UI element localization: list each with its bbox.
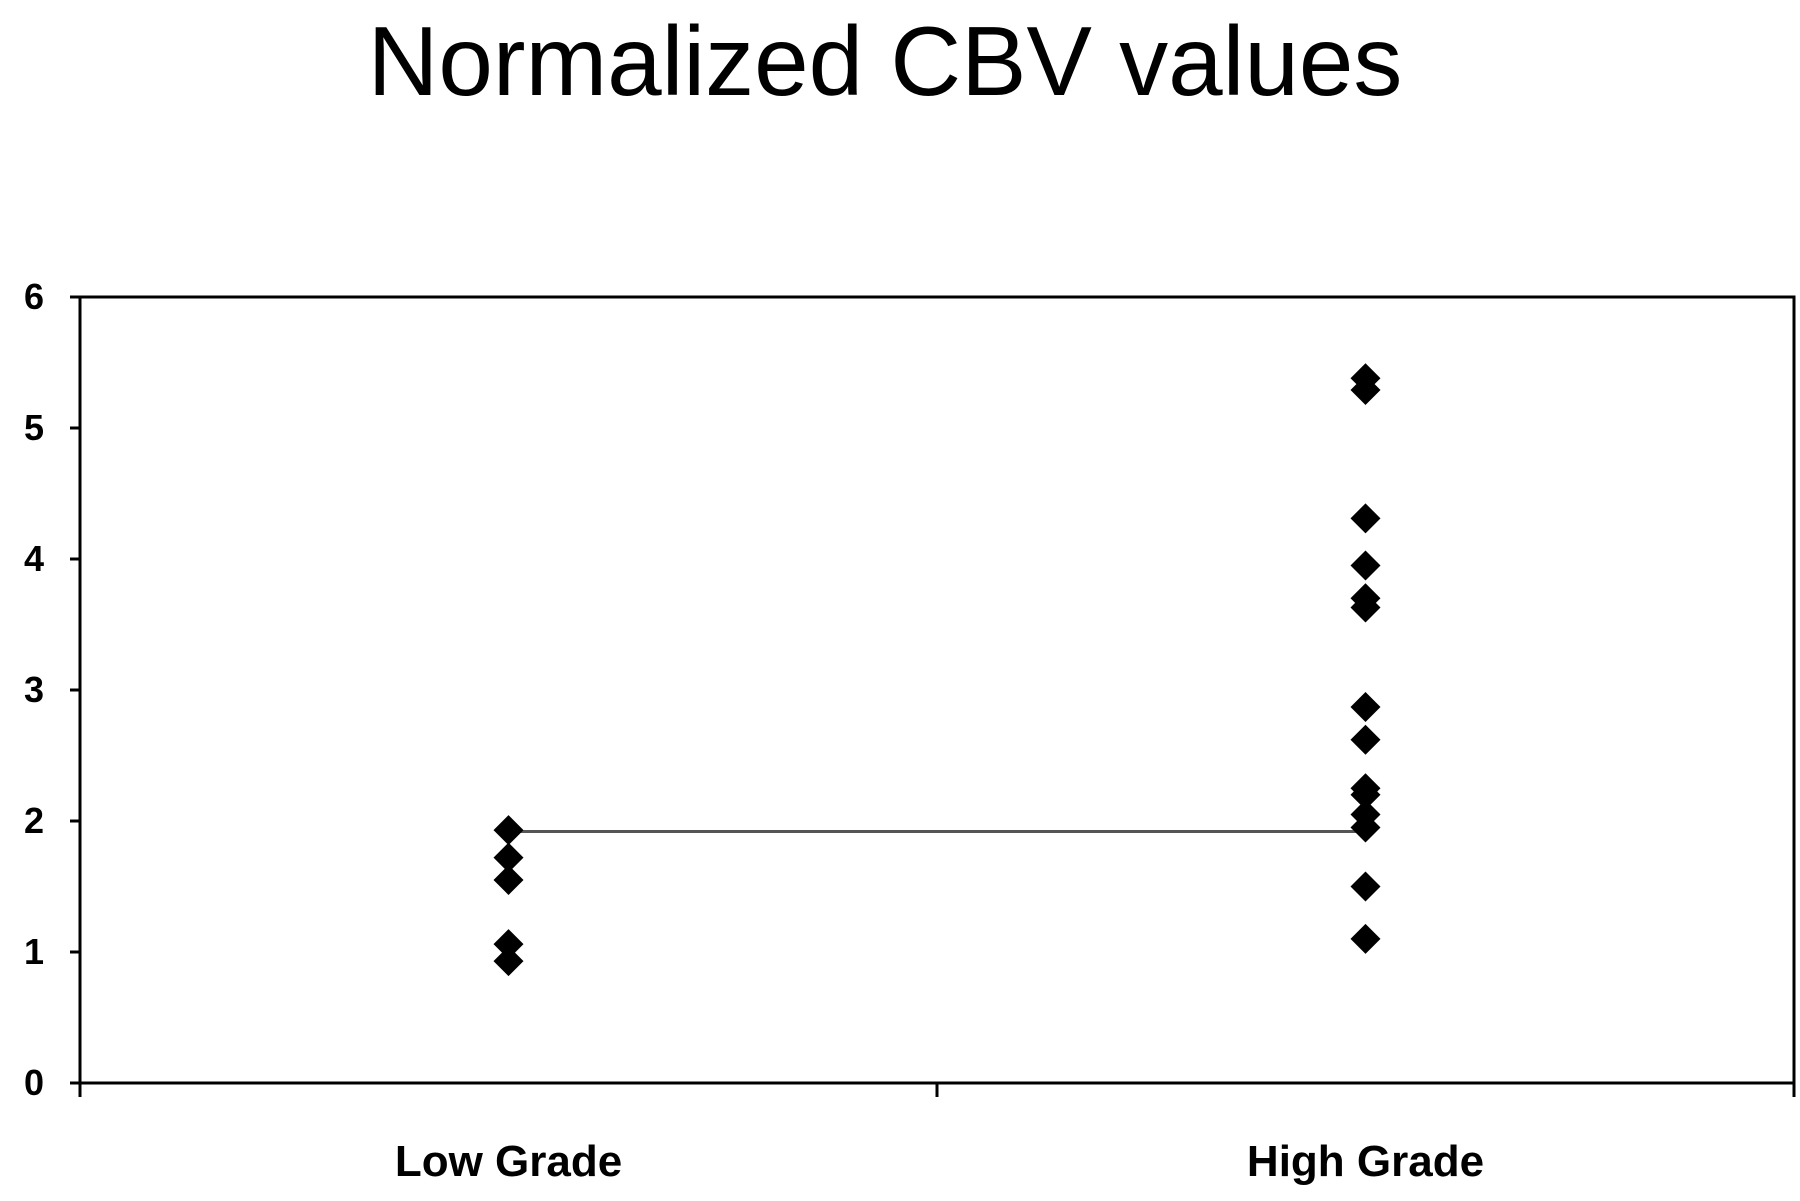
data-point-diamond [493, 842, 524, 873]
y-tick-label: 6 [24, 276, 44, 317]
data-point-diamond [493, 929, 524, 960]
data-point-diamond [493, 815, 524, 846]
data-point-diamond [1350, 779, 1381, 810]
data-point-diamond [1350, 923, 1381, 954]
y-tick-label: 2 [24, 800, 44, 841]
x-axis: Low Grade High Grade [78, 1083, 1796, 1186]
data-point-diamond [493, 864, 524, 895]
y-tick-label: 1 [24, 931, 44, 972]
data-points [493, 363, 1381, 977]
data-point-diamond [1350, 871, 1381, 902]
data-point-diamond [1350, 503, 1381, 534]
data-point-diamond [1350, 692, 1381, 723]
data-point-diamond [1350, 592, 1381, 623]
chart-title: Normalized CBV values [368, 6, 1403, 116]
y-axis: 0 1 2 3 4 5 6 [24, 276, 80, 1103]
plot-area [78, 295, 1796, 1085]
data-point-diamond [1350, 375, 1381, 406]
data-point-diamond [1350, 812, 1381, 843]
y-tick-label: 4 [24, 538, 44, 579]
data-point-diamond [493, 946, 524, 977]
y-tick-label: 0 [24, 1062, 44, 1103]
y-tick-label: 5 [24, 407, 44, 448]
x-category-label: Low Grade [395, 1137, 622, 1186]
data-point-diamond [1350, 550, 1381, 581]
data-point-diamond [1350, 724, 1381, 755]
x-category-label: High Grade [1247, 1137, 1484, 1186]
y-tick-label: 3 [24, 669, 44, 710]
